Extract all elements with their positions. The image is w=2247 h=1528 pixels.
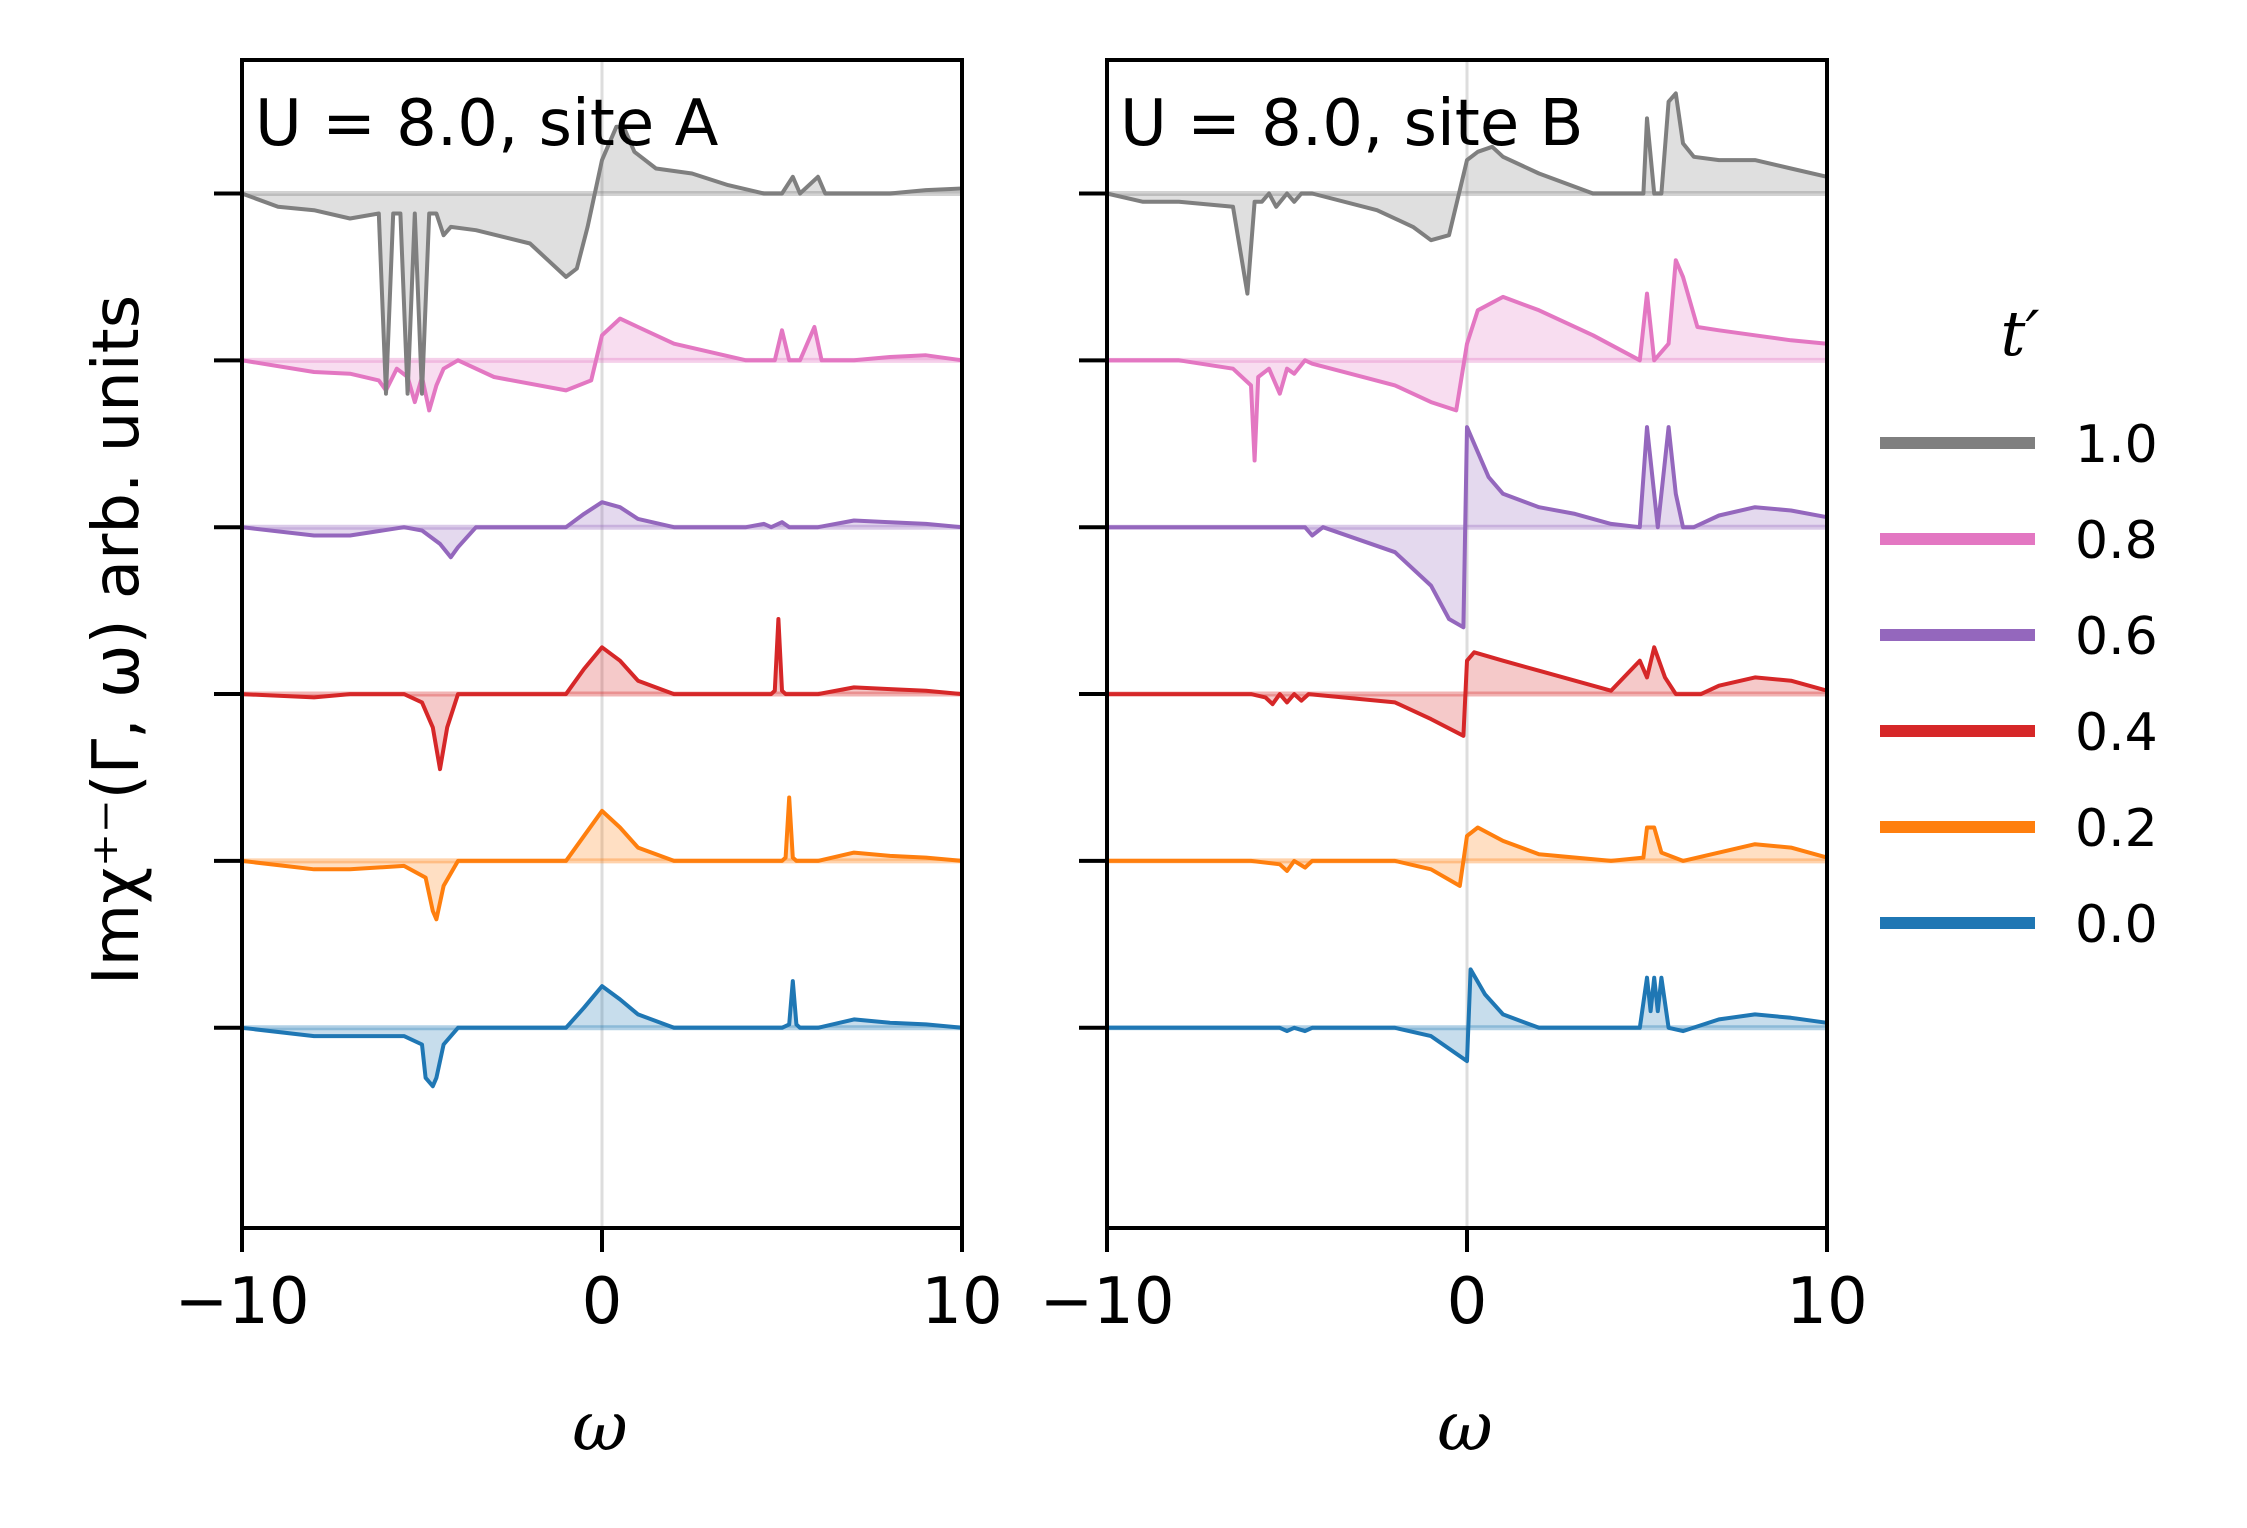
x-tick-label: −10 [1039, 1265, 1174, 1339]
legend-label-0.8: 0.8 [2075, 511, 2158, 571]
series-fill-0.0 [242, 981, 962, 1087]
series-fill-1.0 [242, 126, 962, 394]
x-tick-label: 10 [921, 1265, 1002, 1339]
panel-site-b: −10 0 10 [1039, 58, 1868, 1339]
legend-label-1.0: 1.0 [2075, 415, 2158, 475]
series-fill-0.8 [242, 318, 962, 411]
series-fill-0.2 [242, 797, 962, 920]
panel-title-site-a: U = 8.0, site A [255, 87, 719, 161]
legend-label-0.2: 0.2 [2075, 799, 2158, 859]
series-line-0.2 [241, 795, 963, 922]
x-tick-label: −10 [174, 1265, 309, 1339]
series-line-0.6 [241, 500, 963, 560]
series-fill-0.4 [242, 619, 962, 770]
x-tick-label: 0 [1447, 1265, 1488, 1339]
panel-title-site-b: U = 8.0, site B [1120, 87, 1583, 161]
legend: t′ 1.0 0.8 0.6 0.4 0.2 0.0 [1880, 297, 2158, 955]
legend-label-0.4: 0.4 [2075, 703, 2158, 763]
series-line-0.8 [1107, 258, 1828, 463]
legend-label-0.0: 0.0 [2075, 895, 2158, 955]
x-axis-label-site-b: ω [1437, 1388, 1492, 1467]
series-line-0.4 [1107, 645, 1828, 738]
legend-label-0.6: 0.6 [2075, 607, 2158, 667]
panel-site-a: −10 0 10 [174, 58, 1003, 1339]
series-line-1.0 [241, 124, 963, 396]
series-line-0.0 [1107, 967, 1828, 1064]
series-line-0.2 [1107, 825, 1828, 888]
x-tick-label: 0 [582, 1265, 623, 1339]
legend-title: t′ [2001, 297, 2040, 370]
series-line-0.6 [1107, 425, 1828, 630]
series-line-0.8 [241, 316, 963, 413]
x-axis-label-site-a: ω [572, 1388, 627, 1467]
series-line-0.0 [241, 979, 963, 1089]
y-axis-label: Imχ⁺⁻(Γ, ω) arb. units [80, 295, 154, 985]
series-line-0.4 [241, 617, 963, 772]
series-line-1.0 [1106, 91, 1828, 296]
x-tick-label: 10 [1786, 1265, 1867, 1339]
